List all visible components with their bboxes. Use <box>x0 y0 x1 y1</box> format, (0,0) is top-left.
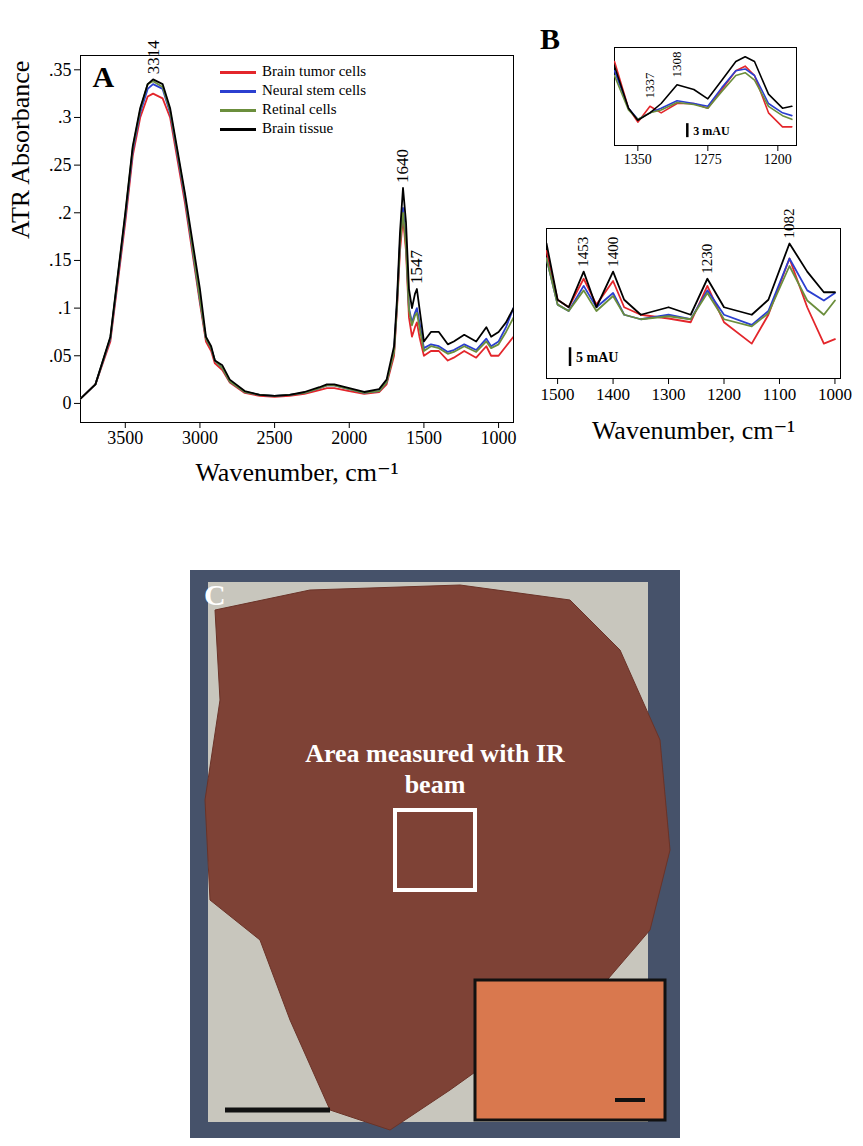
svg-text:.05: .05 <box>49 346 72 366</box>
svg-text:1500: 1500 <box>541 385 575 404</box>
svg-text:1547: 1547 <box>407 250 426 285</box>
svg-text:1200: 1200 <box>707 385 741 404</box>
svg-text:.15: .15 <box>49 250 72 270</box>
svg-text:1000: 1000 <box>481 428 517 448</box>
svg-text:3314: 3314 <box>144 40 163 75</box>
svg-text:.35: .35 <box>49 60 72 80</box>
svg-text:1400: 1400 <box>605 237 621 267</box>
svg-text:.1: .1 <box>58 298 72 318</box>
svg-text:1640: 1640 <box>393 149 412 183</box>
svg-text:1000: 1000 <box>818 385 852 404</box>
svg-text:.25: .25 <box>49 155 72 175</box>
html-text:Retinal cells: Retinal cells <box>262 101 337 117</box>
svg-text:1350: 1350 <box>624 152 652 167</box>
svg-text:0: 0 <box>63 393 72 413</box>
svg-text:1500: 1500 <box>406 428 442 448</box>
html-text:Neural stem cells: Neural stem cells <box>262 82 367 98</box>
svg-text:1337: 1337 <box>642 72 657 99</box>
html-text:Area measured with IR beam: Area measured with IR beam <box>305 739 565 799</box>
svg-text:.2: .2 <box>58 203 72 223</box>
svg-text:3 mAU: 3 mAU <box>693 124 730 138</box>
html-text:B: B <box>540 22 560 55</box>
svg-text:1230: 1230 <box>699 244 715 274</box>
svg-text:1100: 1100 <box>763 385 796 404</box>
svg-text:A: A <box>93 60 115 93</box>
svg-text:Wavenumber, cm⁻¹: Wavenumber, cm⁻¹ <box>195 458 398 487</box>
svg-text:1300: 1300 <box>652 385 686 404</box>
svg-text:.3: .3 <box>58 107 72 127</box>
html-text:Brain tumor cells: Brain tumor cells <box>262 63 367 79</box>
svg-text:5 mAU: 5 mAU <box>576 350 618 365</box>
svg-text:Wavenumber, cm⁻¹: Wavenumber, cm⁻¹ <box>592 416 795 445</box>
svg-text:1453: 1453 <box>575 237 591 267</box>
svg-text:2000: 2000 <box>331 428 367 448</box>
svg-text:1082: 1082 <box>781 209 797 239</box>
html-text:C: C <box>204 578 226 611</box>
html-text:Brain tissue: Brain tissue <box>262 120 334 136</box>
svg-text:2500: 2500 <box>257 428 293 448</box>
svg-text:3000: 3000 <box>182 428 218 448</box>
svg-text:1200: 1200 <box>764 152 792 167</box>
svg-text:ATR Absorbance: ATR Absorbance <box>6 61 35 239</box>
svg-text:3500: 3500 <box>107 428 143 448</box>
svg-text:1308: 1308 <box>669 52 684 78</box>
svg-text:1275: 1275 <box>694 152 722 167</box>
svg-text:1400: 1400 <box>596 385 630 404</box>
